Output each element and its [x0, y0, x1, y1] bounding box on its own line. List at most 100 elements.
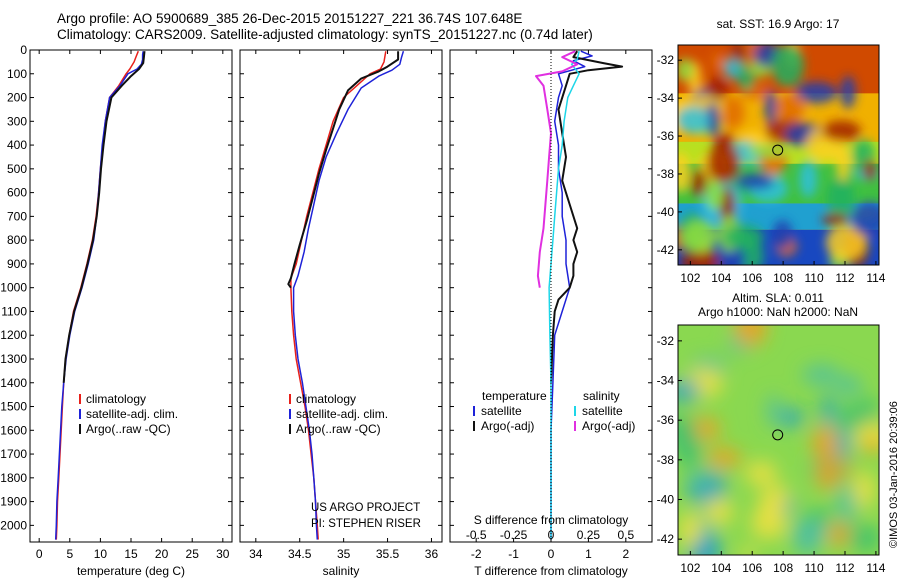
x-tick-label: 35 [337, 547, 351, 561]
x-tick-label: 36 [425, 547, 439, 561]
map-blob [678, 380, 701, 402]
map-blob [836, 484, 858, 523]
y-tick-label: 2000 [0, 518, 27, 532]
secondary-tick-label: 0 [548, 528, 555, 542]
map-x-tick-label: 104 [711, 561, 731, 575]
series-line [292, 50, 405, 540]
legend-label: satellite-adj. clim. [296, 407, 388, 421]
secondary-tick-label: -0.25 [500, 528, 528, 542]
map-y-tick-label: -42 [657, 532, 675, 546]
figure-title-line2: Climatology: CARS2009. Satellite-adjuste… [57, 27, 593, 42]
map-blob [850, 201, 879, 237]
map-blob [827, 521, 852, 547]
map-blobs [678, 45, 879, 265]
map-blob [678, 152, 691, 194]
map-x-tick-label: 114 [866, 561, 885, 575]
legend-header: temperature [482, 389, 547, 403]
legend-label: climatology [296, 392, 356, 406]
series-line [535, 50, 579, 288]
argo-location-marker [772, 144, 784, 156]
map-y-tick-label: -34 [657, 374, 675, 388]
map-frame [677, 324, 880, 556]
series-line [550, 50, 624, 383]
y-tick-label: 500 [7, 162, 27, 176]
y-tick-label: 1500 [0, 400, 27, 414]
y-tick-label: 900 [7, 257, 27, 271]
map-blob [821, 392, 835, 431]
map-y-tick-label: -36 [657, 413, 675, 427]
series-line [55, 50, 139, 540]
series-line [290, 51, 387, 540]
sla-map-title: Altim. SLA: 0.011 [732, 291, 824, 305]
legend-label: satellite [582, 404, 623, 418]
secondary-axis-label: S difference from climatology [474, 513, 629, 527]
x-tick-label: 1 [585, 547, 592, 561]
map-y-tick-label: -32 [657, 334, 675, 348]
map-blob [863, 160, 877, 181]
map-blob [836, 426, 851, 464]
map-blob [863, 437, 879, 454]
map-blob [837, 405, 864, 431]
legend-label: climatology [86, 392, 146, 406]
map-y-tick-label: -40 [657, 492, 675, 506]
series-line [54, 51, 144, 540]
map-blob [731, 45, 747, 63]
map-x-tick-label: 112 [835, 271, 854, 285]
map-y-tick-label: -32 [657, 53, 675, 67]
project-credit: US ARGO PROJECT PI: STEPHEN RISER [311, 500, 421, 532]
map-blob [678, 106, 710, 134]
map-blob [678, 415, 698, 448]
y-tick-label: 300 [7, 114, 27, 128]
map-blob [836, 375, 862, 396]
argo-location-marker [772, 429, 784, 441]
y-tick-label: 1400 [0, 376, 27, 390]
map-blob [802, 364, 841, 385]
map-blob [780, 408, 804, 428]
map-blob [811, 425, 838, 461]
map-y-tick-label: -40 [657, 205, 675, 219]
map-blob [794, 81, 838, 104]
map-y-tick-label: -36 [657, 129, 675, 143]
map-blob [706, 76, 729, 99]
map-blob [822, 120, 862, 142]
map-x-tick-label: 114 [866, 271, 885, 285]
map-blobs [678, 325, 879, 555]
map-blob [682, 219, 718, 253]
y-tick-label: 200 [7, 91, 27, 105]
map-blob [740, 546, 756, 555]
legend-label: Argo(..raw -QC) [296, 422, 381, 436]
map-blob [686, 473, 714, 489]
map-x-tick-label: 108 [773, 561, 793, 575]
y-tick-label: 1000 [0, 281, 27, 295]
map-x-tick-label: 110 [804, 271, 823, 285]
y-tick-label: 100 [7, 67, 27, 81]
y-tick-label: 1900 [0, 495, 27, 509]
map-blob [723, 224, 764, 250]
map-blob [734, 325, 767, 347]
map-blob [847, 525, 879, 552]
map-blob [747, 144, 789, 158]
secondary-tick-label: 0.5 [617, 528, 634, 542]
secondary-tick-label: 0.25 [577, 528, 601, 542]
map-blob [744, 461, 778, 486]
map-blob [704, 498, 734, 526]
y-tick-label: 400 [7, 138, 27, 152]
project-name: US ARGO PROJECT [311, 502, 421, 514]
x-tick-label: 35.5 [376, 547, 400, 561]
legend-header: salinity [583, 389, 620, 403]
x-tick-label: 34.5 [288, 547, 312, 561]
map-blob [840, 75, 856, 109]
y-tick-label: 1100 [1, 304, 27, 318]
x-tick-label: 2 [622, 547, 629, 561]
x-tick-label: 0 [548, 547, 555, 561]
x-tick-label: 10 [94, 547, 108, 561]
map-x-tick-label: 102 [680, 271, 700, 285]
x-tick-label: 30 [216, 547, 230, 561]
y-tick-label: 600 [7, 186, 27, 200]
panel-frame [239, 49, 443, 543]
legend-label: satellite [481, 404, 522, 418]
map-blob [705, 102, 721, 137]
y-tick-label: 1600 [0, 423, 27, 437]
x-axis-label: salinity [323, 564, 360, 578]
